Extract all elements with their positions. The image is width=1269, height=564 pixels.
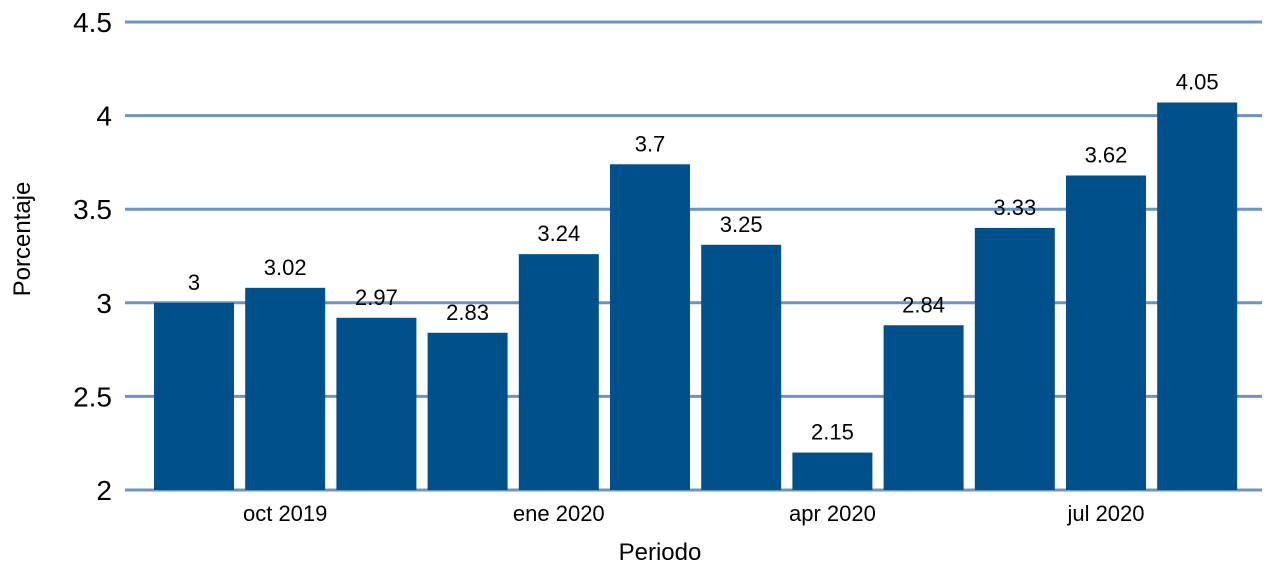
data-labels: 3 3.02 2.97 2.83 3.24 3.7 3.25 2.15 2.84 3.33 3.62… [188,69,1219,444]
bar [883,325,964,490]
data-label: 2.83 [446,300,489,325]
y-tick-label: 3 [96,288,112,319]
data-label: 3.24 [537,221,580,246]
data-label: 2.97 [355,285,398,310]
bar [974,227,1055,491]
bar [245,287,326,490]
data-label: 2.84 [902,292,945,317]
x-axis-title: Periodo [619,539,702,564]
y-tick-label: 3.5 [73,194,112,225]
bar [1066,175,1146,490]
data-label: 3.02 [264,255,307,280]
bar [427,332,508,490]
data-label: 3.7 [635,131,666,156]
y-tick-label: 4.5 [73,7,112,38]
bar [701,244,782,490]
bar [336,317,417,490]
x-tick-label: oct 2019 [243,501,327,526]
data-label: 3.33 [993,195,1036,220]
x-tick-label: jul 2020 [1066,501,1144,526]
data-label: 4.05 [1176,69,1219,94]
y-tick-label: 2 [96,475,112,506]
bar [154,302,234,490]
y-axis-title: Porcentaje [9,182,36,297]
x-tick-label: apr 2020 [789,501,876,526]
y-axis-ticks: 2 2.5 3 3.5 4 4.5 [73,7,112,506]
bar [792,452,873,490]
y-tick-label: 4 [96,101,112,132]
data-label: 2.15 [811,420,854,445]
y-tick-label: 2.5 [73,381,112,412]
bar [518,254,599,490]
data-label: 3.25 [720,212,763,237]
x-axis-ticks: oct 2019 ene 2020 apr 2020 jul 2020 [243,501,1145,526]
data-label: 3.62 [1085,143,1128,168]
data-label: 3 [188,270,200,295]
bar [610,164,690,490]
x-tick-label: ene 2020 [513,501,605,526]
bars [154,102,1238,491]
bar [1157,102,1238,490]
